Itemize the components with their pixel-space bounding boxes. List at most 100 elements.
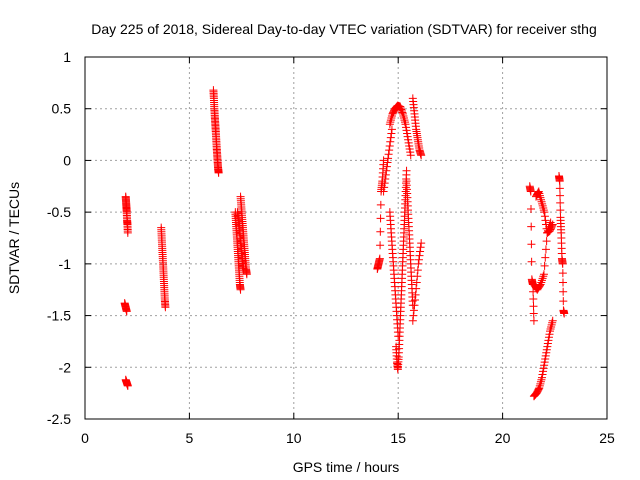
data-point <box>540 261 549 270</box>
data-point <box>385 146 394 155</box>
data-point <box>399 114 408 123</box>
data-point <box>526 205 535 214</box>
data-point <box>542 237 551 246</box>
data-point <box>535 189 544 198</box>
data-point <box>399 111 408 120</box>
x-tick-label: 10 <box>286 430 302 446</box>
data-points <box>120 86 569 401</box>
data-point <box>382 162 391 171</box>
data-point <box>535 191 544 200</box>
data-point <box>402 166 411 175</box>
data-point <box>380 179 389 188</box>
data-point <box>556 206 565 215</box>
data-point <box>375 254 384 263</box>
data-point <box>414 255 423 264</box>
data-point <box>540 212 549 221</box>
data-point <box>539 204 548 213</box>
data-point <box>534 187 543 196</box>
data-point <box>529 316 538 325</box>
data-point <box>417 151 426 160</box>
data-point <box>538 201 547 210</box>
data-point <box>379 156 388 165</box>
data-point <box>239 266 248 275</box>
data-point <box>537 195 546 204</box>
data-point <box>536 193 545 202</box>
data-point <box>123 228 132 237</box>
data-point <box>413 272 422 281</box>
data-point <box>386 116 395 125</box>
data-point <box>381 175 390 184</box>
y-tick-label: 0 <box>63 152 71 168</box>
data-point <box>538 274 547 283</box>
data-point <box>541 216 550 225</box>
data-point <box>548 318 557 327</box>
x-tick-label: 15 <box>390 430 406 446</box>
data-point <box>414 259 423 268</box>
data-point <box>556 198 565 207</box>
data-point <box>408 316 417 325</box>
y-tick-label: 1 <box>63 49 71 65</box>
data-point <box>559 297 568 306</box>
data-point <box>385 120 394 129</box>
data-point <box>413 266 422 275</box>
data-point <box>242 270 251 279</box>
data-point <box>538 199 547 208</box>
data-point <box>539 206 548 215</box>
data-point <box>556 191 565 200</box>
data-point <box>527 257 536 266</box>
data-point <box>536 377 545 386</box>
data-point <box>559 278 568 287</box>
data-point <box>376 214 385 223</box>
y-tick-label: -1.5 <box>47 308 71 324</box>
data-point <box>416 247 425 256</box>
x-tick-label: 0 <box>81 430 89 446</box>
data-point <box>527 222 536 231</box>
data-point <box>236 285 245 294</box>
data-point <box>558 259 567 268</box>
data-point <box>385 141 394 150</box>
data-point <box>412 278 421 287</box>
grid-lines <box>85 57 607 419</box>
data-point <box>560 309 569 318</box>
data-point <box>387 129 396 138</box>
data-point <box>382 166 391 175</box>
data-point <box>384 150 393 159</box>
data-point <box>534 386 543 395</box>
data-point <box>540 208 549 217</box>
data-point <box>541 253 550 262</box>
data-point <box>380 183 389 192</box>
data-point <box>417 239 426 248</box>
tick-labels: 0 5 10 15 20 25 -2.5 -2 -1.5 -1 -0.5 0 0.5 1 <box>47 49 615 446</box>
data-point <box>415 251 424 260</box>
data-point <box>548 220 557 229</box>
data-point <box>123 381 132 390</box>
data-point <box>376 200 385 209</box>
data-point <box>122 307 131 316</box>
data-point <box>400 116 409 125</box>
data-point <box>535 381 544 390</box>
data-point <box>214 168 223 177</box>
data-point <box>411 296 420 305</box>
y-tick-label: -1 <box>59 256 72 272</box>
data-point <box>529 295 538 304</box>
data-point <box>548 221 557 230</box>
y-tick-label: 0.5 <box>52 101 72 117</box>
data-point <box>548 316 557 325</box>
data-point <box>541 245 550 254</box>
data-point <box>537 278 546 287</box>
data-point <box>379 187 388 196</box>
x-tick-label: 25 <box>599 430 615 446</box>
data-point <box>406 151 415 160</box>
data-point <box>386 137 395 146</box>
data-point <box>381 170 390 179</box>
data-point <box>539 270 548 279</box>
data-point <box>559 287 568 296</box>
data-point <box>555 177 564 186</box>
data-point <box>387 125 396 134</box>
data-point <box>527 240 536 249</box>
data-point <box>387 114 396 123</box>
data-point <box>535 383 544 392</box>
data-point <box>526 187 535 196</box>
data-point <box>398 109 407 118</box>
